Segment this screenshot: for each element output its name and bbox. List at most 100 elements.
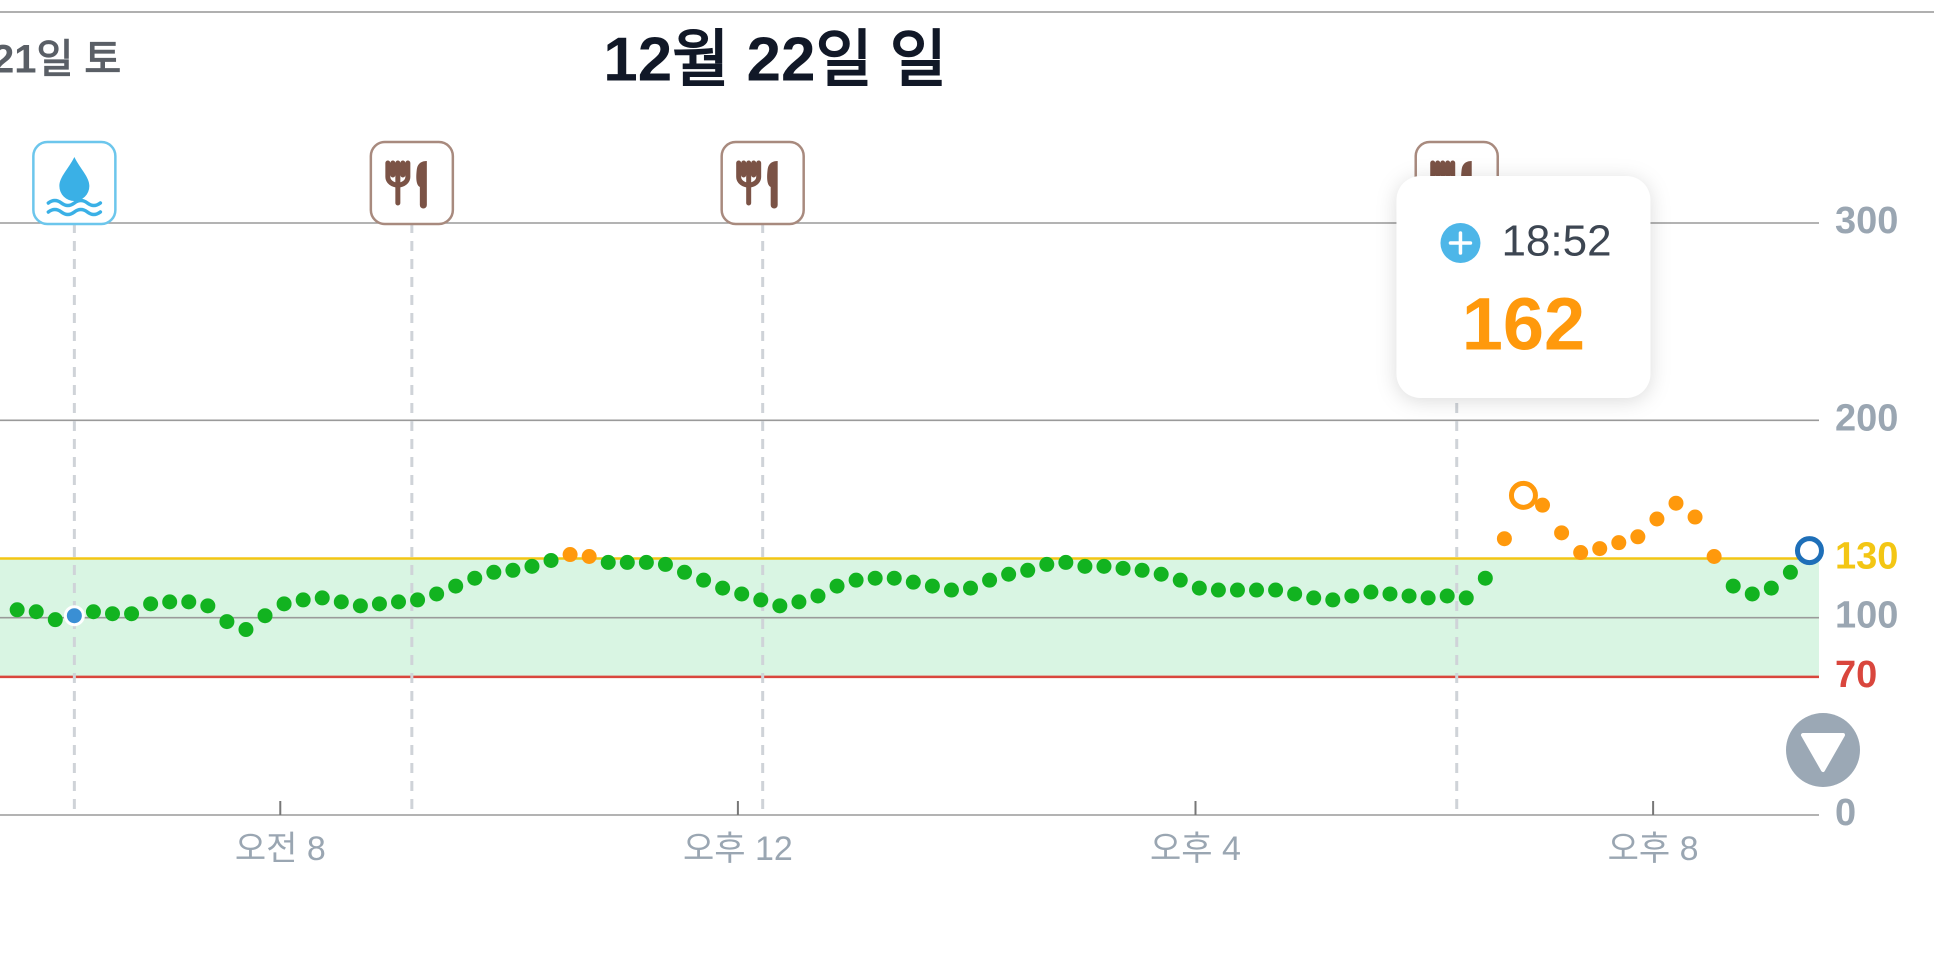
glucose-point	[1668, 495, 1684, 511]
glucose-point	[257, 608, 273, 624]
fork	[736, 160, 762, 206]
glucose-point	[1001, 566, 1017, 582]
glucose-point	[162, 594, 178, 610]
latest-point	[1794, 536, 1824, 566]
glucose-point	[1306, 590, 1322, 606]
button-arrow	[1801, 733, 1845, 772]
glucose-point	[9, 602, 25, 618]
glucose-point	[581, 548, 597, 564]
glucose-point	[562, 547, 578, 563]
y-tick-label: 0	[1835, 792, 1856, 834]
glucose-point	[772, 598, 788, 614]
glucose-point	[619, 554, 635, 570]
glucose-point	[696, 572, 712, 588]
event-icon[interactable]	[720, 140, 805, 226]
glucose-point	[1210, 582, 1226, 598]
glucose-point	[657, 556, 673, 572]
x-tick-label: 오전 8	[235, 830, 326, 868]
glucose-point	[219, 614, 235, 630]
glucose-point	[1191, 580, 1207, 596]
glucose-point	[391, 594, 407, 610]
glucose-point	[1134, 562, 1150, 578]
fork	[385, 160, 411, 206]
glucose-point	[1077, 558, 1093, 574]
glucose-point	[371, 596, 387, 612]
glucose-point	[124, 606, 140, 622]
glucose-point	[905, 574, 921, 590]
tooltip-value: 162	[1462, 283, 1585, 366]
glucose-point	[810, 588, 826, 604]
tooltip-time: 18:52	[1501, 217, 1611, 266]
day-title: 12월 22일 일	[603, 25, 947, 94]
glucose-point	[448, 578, 464, 594]
glucose-point	[867, 570, 883, 586]
glucose-point	[47, 612, 63, 628]
glucose-point	[829, 578, 845, 594]
glucose-point	[600, 554, 616, 570]
glucose-point	[1706, 548, 1722, 564]
glucose-point	[143, 596, 159, 612]
glucose-point	[1268, 582, 1284, 598]
glucose-point	[238, 622, 254, 638]
glucose-point	[1439, 588, 1455, 604]
glucose-point	[1535, 497, 1551, 513]
glucose-point	[505, 562, 521, 578]
event-icon[interactable]	[32, 140, 117, 226]
glucose-point	[1229, 582, 1245, 598]
y-tick-label: 200	[1835, 397, 1898, 439]
glucose-point	[1782, 564, 1798, 580]
glucose-point	[1573, 545, 1589, 561]
glucose-point	[1725, 578, 1741, 594]
glucose-point	[1420, 590, 1436, 606]
water-drop	[59, 157, 90, 202]
x-tick-label: 오후 4	[1150, 830, 1241, 868]
glucose-point	[638, 554, 654, 570]
glucose-point	[734, 586, 750, 602]
plus-sign	[1448, 231, 1473, 255]
glucose-point	[1039, 556, 1055, 572]
glucose-point	[1058, 554, 1074, 570]
glucose-point	[753, 592, 769, 608]
glucose-point	[1763, 580, 1779, 596]
glucose-point	[1020, 562, 1036, 578]
glucose-point	[1153, 566, 1169, 582]
tooltip: 18:52 162	[1396, 176, 1651, 398]
event-point	[63, 605, 85, 627]
glucose-point	[943, 582, 959, 598]
glucose-point	[524, 558, 540, 574]
glucose-point	[1592, 541, 1608, 557]
glucose-point	[1496, 531, 1512, 547]
glucose-point	[1687, 509, 1703, 525]
glucose-point	[543, 552, 559, 568]
scroll-down-button[interactable]	[1786, 713, 1860, 787]
event-icon-box	[720, 140, 805, 226]
x-tick-label: 오후 8	[1608, 830, 1699, 868]
event-icon[interactable]	[369, 140, 455, 226]
glucose-point	[1649, 511, 1665, 527]
glucose-point	[200, 598, 216, 614]
glucose-point	[1096, 558, 1112, 574]
glucose-point	[1382, 586, 1398, 602]
glucose-point	[1477, 570, 1493, 586]
glucose-point	[1287, 586, 1303, 602]
glucose-point	[276, 596, 292, 612]
glucose-point	[1630, 529, 1646, 545]
glucose-point	[314, 590, 330, 606]
glucose-point	[963, 580, 979, 596]
glucose-point	[1401, 588, 1417, 604]
glucose-point	[1344, 588, 1360, 604]
y-tick-label: 300	[1835, 200, 1898, 242]
event-icon-box	[369, 140, 455, 226]
knife	[416, 161, 427, 209]
glucose-point	[924, 578, 940, 594]
glucose-point	[333, 594, 349, 610]
glucose-point	[1554, 525, 1570, 541]
glucose-point	[1458, 590, 1474, 606]
glucose-point	[715, 580, 731, 596]
selected-point	[1508, 480, 1538, 510]
prev-day[interactable]: 21일 토	[0, 38, 121, 82]
y-tick-label: 100	[1835, 595, 1898, 637]
glucose-point	[429, 586, 445, 602]
